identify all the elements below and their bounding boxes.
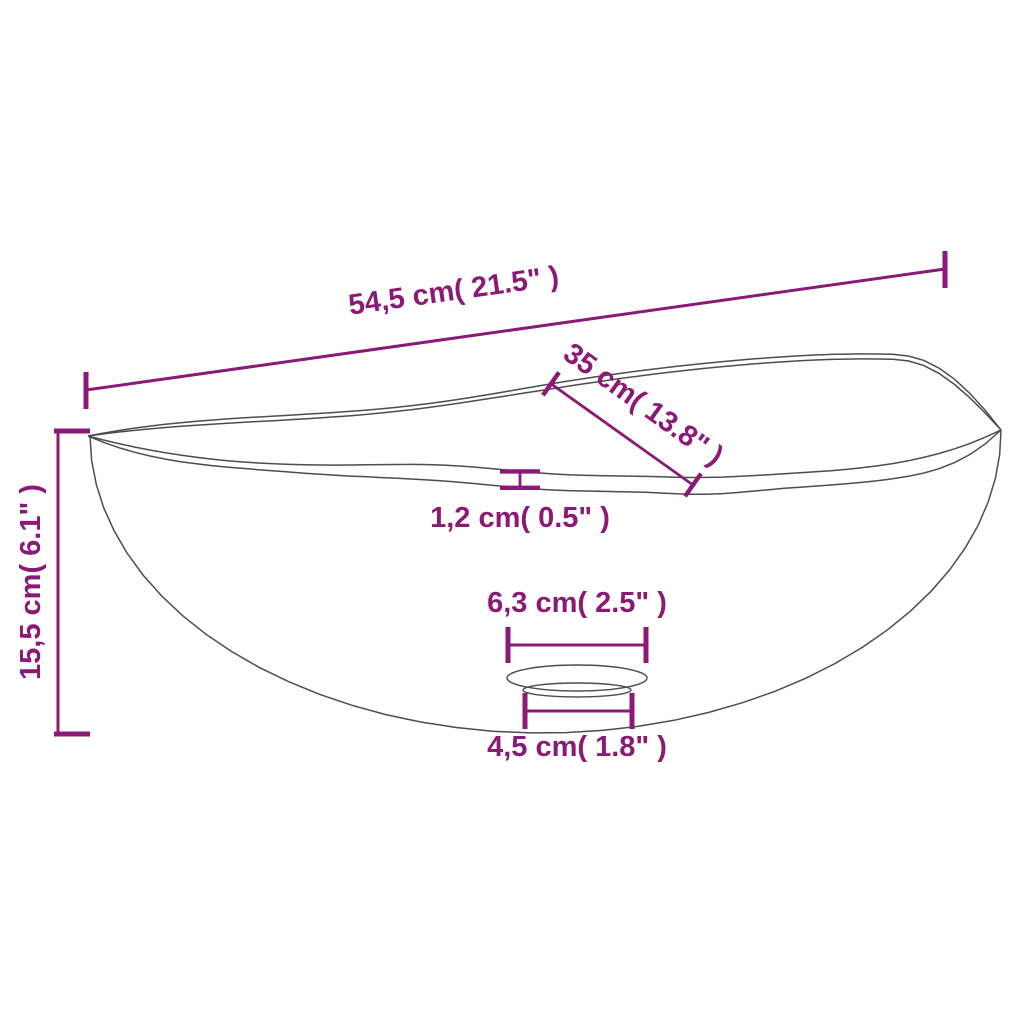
svg-text:1,2 cm( 0.5" ): 1,2 cm( 0.5" ) [430, 502, 610, 534]
svg-text:15,5 cm( 6.1" ): 15,5 cm( 6.1" ) [15, 484, 47, 680]
svg-text:6,3 cm( 2.5" ): 6,3 cm( 2.5" ) [487, 587, 667, 619]
svg-text:4,5 cm( 1.8" ): 4,5 cm( 1.8" ) [487, 731, 667, 763]
